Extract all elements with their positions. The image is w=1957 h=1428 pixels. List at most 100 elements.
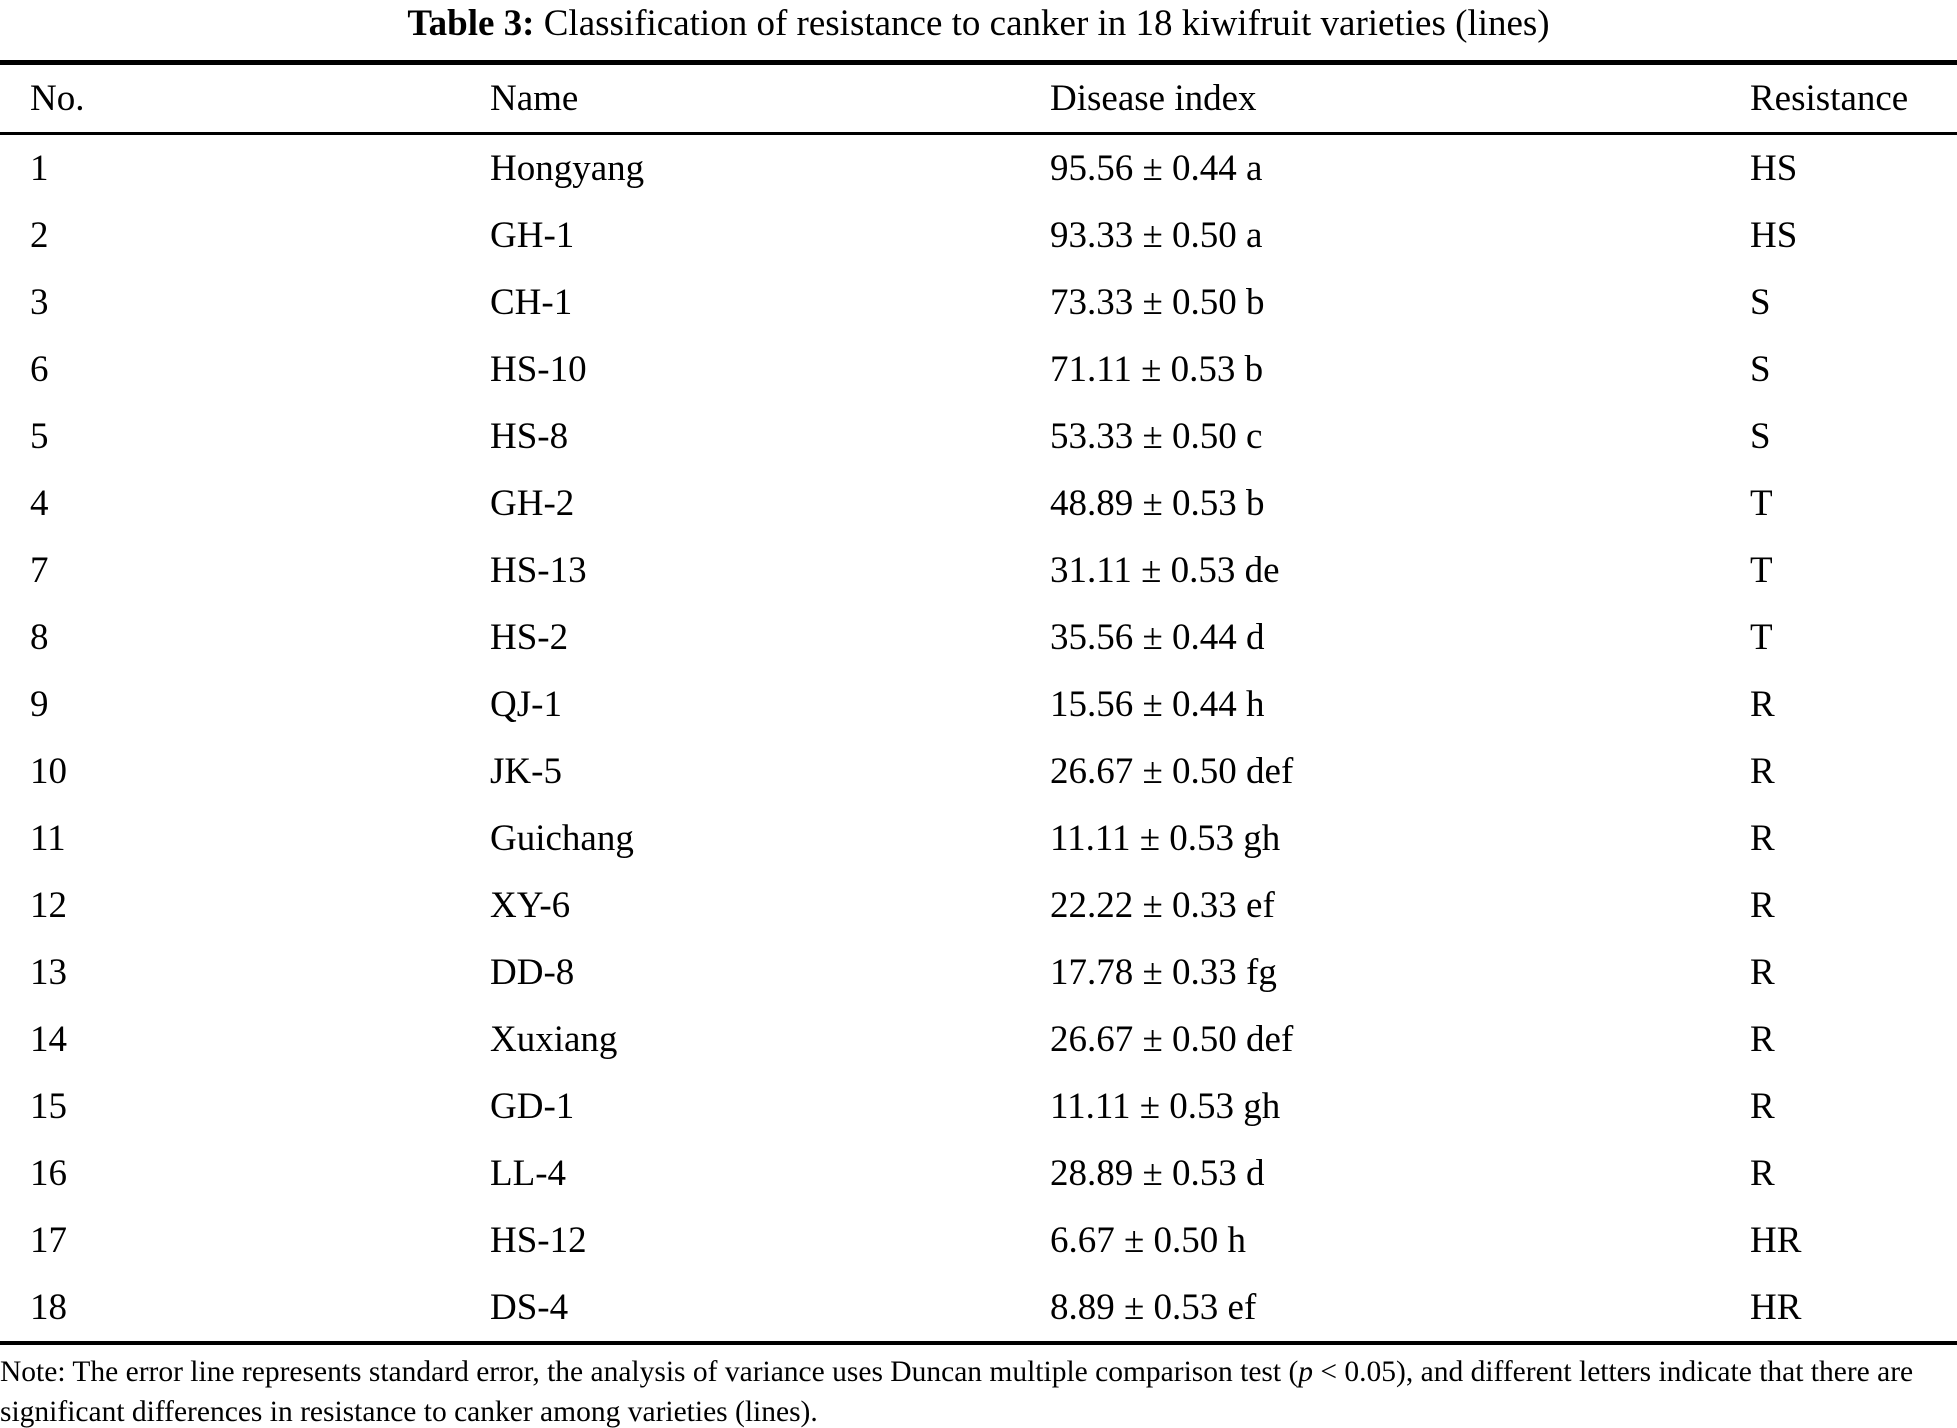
cell-resistance: R bbox=[1750, 1153, 1775, 1194]
table-caption: Table 3: Classification of resistance to… bbox=[0, 0, 1957, 60]
cell-disease-index: 26.67 ± 0.50 def bbox=[1050, 1019, 1294, 1060]
header-name: Name bbox=[490, 78, 579, 119]
cell-name: Guichang bbox=[490, 818, 634, 859]
table-row: 8 HS-2 35.56 ± 0.44 d T bbox=[0, 604, 1957, 671]
table-row: 2 GH-1 93.33 ± 0.50 a HS bbox=[0, 202, 1957, 269]
cell-no: 16 bbox=[30, 1153, 67, 1194]
table-body: 1 Hongyang 95.56 ± 0.44 a HS 2 GH-1 93.3… bbox=[0, 135, 1957, 1341]
cell-name: XY-6 bbox=[490, 885, 571, 926]
table-row: 6 HS-10 71.11 ± 0.53 b S bbox=[0, 336, 1957, 403]
cell-no: 9 bbox=[30, 684, 49, 725]
cell-name: Hongyang bbox=[490, 148, 645, 189]
cell-no: 4 bbox=[30, 483, 49, 524]
table-row: 18 DS-4 8.89 ± 0.53 ef HR bbox=[0, 1274, 1957, 1341]
cell-no: 17 bbox=[30, 1220, 67, 1261]
table-row: 11 Guichang 11.11 ± 0.53 gh R bbox=[0, 805, 1957, 872]
cell-resistance: R bbox=[1750, 818, 1775, 859]
cell-resistance: S bbox=[1750, 282, 1771, 323]
cell-no: 6 bbox=[30, 349, 49, 390]
cell-disease-index: 95.56 ± 0.44 a bbox=[1050, 148, 1263, 189]
cell-no: 3 bbox=[30, 282, 49, 323]
cell-resistance: S bbox=[1750, 416, 1771, 457]
cell-no: 8 bbox=[30, 617, 49, 658]
cell-resistance: R bbox=[1750, 1086, 1775, 1127]
cell-no: 1 bbox=[30, 148, 49, 189]
cell-resistance: HR bbox=[1750, 1220, 1802, 1261]
cell-name: QJ-1 bbox=[490, 684, 562, 725]
table-row: 7 HS-13 31.11 ± 0.53 de T bbox=[0, 537, 1957, 604]
table-row: 5 HS-8 53.33 ± 0.50 c S bbox=[0, 403, 1957, 470]
cell-disease-index: 53.33 ± 0.50 c bbox=[1050, 416, 1263, 457]
cell-disease-index: 6.67 ± 0.50 h bbox=[1050, 1220, 1247, 1261]
cell-name: CH-1 bbox=[490, 282, 573, 323]
cell-no: 15 bbox=[30, 1086, 67, 1127]
table-row: 12 XY-6 22.22 ± 0.33 ef R bbox=[0, 872, 1957, 939]
header-resistance: Resistance bbox=[1750, 78, 1909, 119]
cell-disease-index: 11.11 ± 0.53 gh bbox=[1050, 1086, 1281, 1127]
table-row: 3 CH-1 73.33 ± 0.50 b S bbox=[0, 269, 1957, 336]
table-header-row: No. Name Disease index Resistance bbox=[0, 65, 1957, 135]
header-disease-index: Disease index bbox=[1050, 78, 1257, 119]
cell-name: HS-12 bbox=[490, 1220, 587, 1261]
table-row: 13 DD-8 17.78 ± 0.33 fg R bbox=[0, 939, 1957, 1006]
cell-no: 5 bbox=[30, 416, 49, 457]
header-no: No. bbox=[30, 78, 85, 119]
cell-resistance: T bbox=[1750, 483, 1773, 524]
cell-no: 18 bbox=[30, 1287, 67, 1328]
cell-name: HS-13 bbox=[490, 550, 587, 591]
cell-no: 13 bbox=[30, 952, 67, 993]
table-row: 10 JK-5 26.67 ± 0.50 def R bbox=[0, 738, 1957, 805]
table-note: Note: The error line represents standard… bbox=[0, 1345, 1957, 1428]
cell-resistance: R bbox=[1750, 684, 1775, 725]
cell-name: DS-4 bbox=[490, 1287, 569, 1328]
cell-resistance: R bbox=[1750, 952, 1775, 993]
cell-disease-index: 28.89 ± 0.53 d bbox=[1050, 1153, 1265, 1194]
cell-name: HS-2 bbox=[490, 617, 569, 658]
table-caption-label: Table 3: bbox=[407, 3, 535, 44]
cell-no: 7 bbox=[30, 550, 49, 591]
table-row: 1 Hongyang 95.56 ± 0.44 a HS bbox=[0, 135, 1957, 202]
cell-name: Xuxiang bbox=[490, 1019, 618, 1060]
note-text-prefix: Note: The error line represents standard… bbox=[0, 1356, 1299, 1388]
cell-name: HS-8 bbox=[490, 416, 569, 457]
table-row: 15 GD-1 11.11 ± 0.53 gh R bbox=[0, 1073, 1957, 1140]
cell-disease-index: 31.11 ± 0.53 de bbox=[1050, 550, 1280, 591]
cell-name: LL-4 bbox=[490, 1153, 567, 1194]
cell-resistance: S bbox=[1750, 349, 1771, 390]
cell-disease-index: 17.78 ± 0.33 fg bbox=[1050, 952, 1277, 993]
cell-name: GH-1 bbox=[490, 215, 575, 256]
resistance-table: No. Name Disease index Resistance 1 Hong… bbox=[0, 60, 1957, 1345]
cell-disease-index: 73.33 ± 0.50 b bbox=[1050, 282, 1265, 323]
cell-name: JK-5 bbox=[490, 751, 562, 792]
note-text-suffix: < 0.05), and different letters indicate … bbox=[0, 1356, 1914, 1428]
table-row: 16 LL-4 28.89 ± 0.53 d R bbox=[0, 1140, 1957, 1207]
cell-disease-index: 48.89 ± 0.53 b bbox=[1050, 483, 1265, 524]
cell-no: 11 bbox=[30, 818, 66, 859]
cell-no: 12 bbox=[30, 885, 67, 926]
cell-name: GD-1 bbox=[490, 1086, 575, 1127]
cell-resistance: R bbox=[1750, 1019, 1775, 1060]
table-row: 9 QJ-1 15.56 ± 0.44 h R bbox=[0, 671, 1957, 738]
cell-resistance: HS bbox=[1750, 215, 1798, 256]
cell-disease-index: 15.56 ± 0.44 h bbox=[1050, 684, 1265, 725]
cell-disease-index: 71.11 ± 0.53 b bbox=[1050, 349, 1264, 390]
table-row: 14 Xuxiang 26.67 ± 0.50 def R bbox=[0, 1006, 1957, 1073]
note-p-symbol: p bbox=[1298, 1356, 1314, 1388]
table-row: 4 GH-2 48.89 ± 0.53 b T bbox=[0, 470, 1957, 537]
cell-disease-index: 26.67 ± 0.50 def bbox=[1050, 751, 1294, 792]
cell-name: HS-10 bbox=[490, 349, 587, 390]
cell-disease-index: 35.56 ± 0.44 d bbox=[1050, 617, 1265, 658]
cell-resistance: T bbox=[1750, 550, 1773, 591]
cell-no: 2 bbox=[30, 215, 49, 256]
cell-name: DD-8 bbox=[490, 952, 575, 993]
cell-disease-index: 8.89 ± 0.53 ef bbox=[1050, 1287, 1257, 1328]
cell-no: 10 bbox=[30, 751, 67, 792]
cell-disease-index: 22.22 ± 0.33 ef bbox=[1050, 885, 1275, 926]
cell-resistance: HR bbox=[1750, 1287, 1802, 1328]
cell-resistance: T bbox=[1750, 617, 1773, 658]
cell-disease-index: 93.33 ± 0.50 a bbox=[1050, 215, 1263, 256]
cell-disease-index: 11.11 ± 0.53 gh bbox=[1050, 818, 1281, 859]
cell-resistance: HS bbox=[1750, 148, 1798, 189]
table-row: 17 HS-12 6.67 ± 0.50 h HR bbox=[0, 1207, 1957, 1274]
